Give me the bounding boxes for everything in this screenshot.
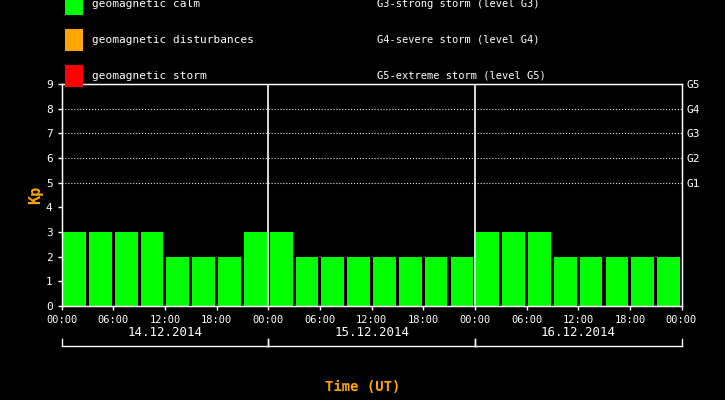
Text: 14.12.2014: 14.12.2014 [128,326,202,338]
Bar [167,257,189,306]
Bar [502,232,525,306]
Bar [580,257,602,306]
Bar [373,257,396,306]
Bar [244,232,267,306]
Text: G5-extreme storm (level G5): G5-extreme storm (level G5) [377,71,546,81]
Bar [270,232,292,306]
Bar [63,232,86,306]
Bar [321,257,344,306]
Bar [141,232,163,306]
Bar [451,257,473,306]
Bar [218,257,241,306]
Text: geomagnetic calm: geomagnetic calm [92,0,200,9]
Bar [425,257,447,306]
Bar [476,232,499,306]
Bar [347,257,370,306]
Text: 16.12.2014: 16.12.2014 [541,326,616,338]
Bar [605,257,629,306]
Text: Time (UT): Time (UT) [325,380,400,394]
Bar [631,257,654,306]
Bar [554,257,576,306]
Text: G3-strong storm (level G3): G3-strong storm (level G3) [377,0,539,9]
Bar [115,232,138,306]
Bar [528,232,551,306]
Text: G4-severe storm (level G4): G4-severe storm (level G4) [377,35,539,45]
Text: geomagnetic storm: geomagnetic storm [92,71,207,81]
Bar [89,232,112,306]
Text: geomagnetic disturbances: geomagnetic disturbances [92,35,254,45]
Bar [658,257,680,306]
Bar [192,257,215,306]
Text: 15.12.2014: 15.12.2014 [334,326,409,338]
Bar [296,257,318,306]
Bar [399,257,422,306]
Y-axis label: Kp: Kp [28,186,43,204]
